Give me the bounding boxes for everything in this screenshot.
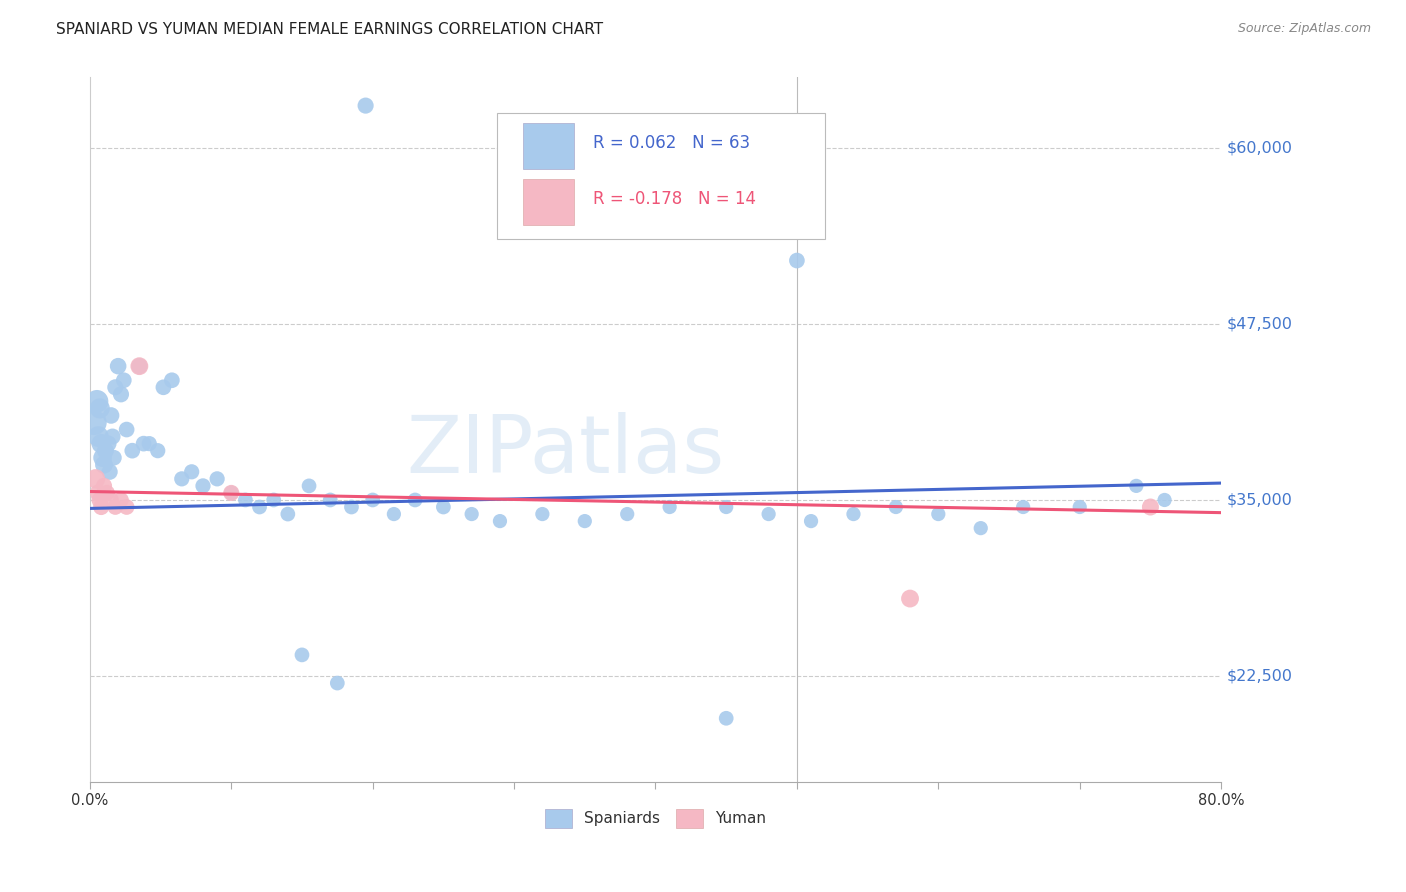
Point bbox=[716, 500, 738, 514]
Point bbox=[432, 500, 454, 514]
Point bbox=[219, 486, 242, 500]
Point bbox=[884, 500, 907, 514]
Point bbox=[93, 458, 115, 472]
Point bbox=[1012, 500, 1035, 514]
Text: $22,500: $22,500 bbox=[1227, 668, 1292, 683]
Point bbox=[1125, 479, 1147, 493]
Point bbox=[970, 521, 993, 535]
Point bbox=[1153, 493, 1175, 508]
Point bbox=[107, 359, 129, 374]
Point bbox=[361, 493, 384, 508]
Point bbox=[842, 507, 865, 521]
Point bbox=[191, 479, 214, 493]
Point bbox=[758, 507, 780, 521]
Point bbox=[90, 500, 112, 514]
Point bbox=[93, 479, 115, 493]
Point bbox=[110, 387, 132, 401]
Point bbox=[96, 486, 118, 500]
Point bbox=[180, 465, 202, 479]
Point bbox=[235, 493, 257, 508]
Point bbox=[115, 423, 138, 437]
Point bbox=[404, 493, 426, 508]
Point bbox=[898, 591, 921, 606]
Point bbox=[132, 436, 155, 450]
Point bbox=[277, 507, 299, 521]
Point bbox=[574, 514, 596, 528]
Point bbox=[616, 507, 638, 521]
Text: $35,000: $35,000 bbox=[1227, 492, 1292, 508]
Point bbox=[90, 436, 112, 450]
Text: $47,500: $47,500 bbox=[1227, 317, 1292, 332]
Point bbox=[86, 394, 108, 409]
Point bbox=[100, 493, 122, 508]
Point bbox=[104, 380, 127, 394]
Text: ZIPatlas: ZIPatlas bbox=[406, 412, 724, 490]
Point bbox=[152, 380, 174, 394]
Point bbox=[249, 500, 271, 514]
Point bbox=[87, 429, 110, 443]
Point bbox=[263, 493, 285, 508]
Point bbox=[354, 98, 377, 112]
Text: Source: ZipAtlas.com: Source: ZipAtlas.com bbox=[1237, 22, 1371, 36]
Point bbox=[91, 450, 114, 465]
Point bbox=[160, 373, 183, 387]
Point bbox=[786, 253, 808, 268]
Point bbox=[298, 479, 321, 493]
FancyBboxPatch shape bbox=[523, 123, 574, 169]
Point bbox=[291, 648, 314, 662]
Text: R = 0.062   N = 63: R = 0.062 N = 63 bbox=[593, 134, 751, 152]
Point bbox=[489, 514, 512, 528]
Point bbox=[104, 500, 127, 514]
Point bbox=[101, 429, 124, 443]
Point bbox=[616, 176, 638, 190]
Point bbox=[319, 493, 342, 508]
Point bbox=[121, 443, 143, 458]
Point bbox=[326, 676, 349, 690]
Point bbox=[138, 436, 160, 450]
Point bbox=[1139, 500, 1161, 514]
Point bbox=[128, 359, 150, 374]
Point bbox=[1069, 500, 1091, 514]
Text: R = -0.178   N = 14: R = -0.178 N = 14 bbox=[593, 190, 756, 208]
FancyBboxPatch shape bbox=[498, 112, 825, 239]
Point bbox=[219, 486, 242, 500]
Point bbox=[927, 507, 949, 521]
Point bbox=[716, 711, 738, 725]
Point bbox=[89, 401, 111, 416]
Point bbox=[146, 443, 169, 458]
Point bbox=[460, 507, 482, 521]
Point bbox=[94, 443, 117, 458]
Point bbox=[83, 416, 105, 430]
Point bbox=[800, 514, 823, 528]
Point bbox=[112, 373, 135, 387]
Point bbox=[658, 500, 681, 514]
Point bbox=[205, 472, 228, 486]
Point bbox=[84, 472, 107, 486]
Legend: Spaniards, Yuman: Spaniards, Yuman bbox=[538, 803, 772, 834]
Text: $60,000: $60,000 bbox=[1227, 140, 1292, 155]
Point bbox=[382, 507, 405, 521]
Point bbox=[98, 465, 121, 479]
Point bbox=[103, 450, 125, 465]
Point bbox=[110, 493, 132, 508]
Point bbox=[87, 486, 110, 500]
Point bbox=[115, 500, 138, 514]
Text: SPANIARD VS YUMAN MEDIAN FEMALE EARNINGS CORRELATION CHART: SPANIARD VS YUMAN MEDIAN FEMALE EARNINGS… bbox=[56, 22, 603, 37]
Point bbox=[97, 436, 120, 450]
FancyBboxPatch shape bbox=[523, 179, 574, 225]
Point bbox=[531, 507, 554, 521]
Point bbox=[89, 493, 111, 508]
Point bbox=[128, 359, 150, 374]
Point bbox=[340, 500, 363, 514]
Point bbox=[100, 409, 122, 423]
Point bbox=[170, 472, 193, 486]
